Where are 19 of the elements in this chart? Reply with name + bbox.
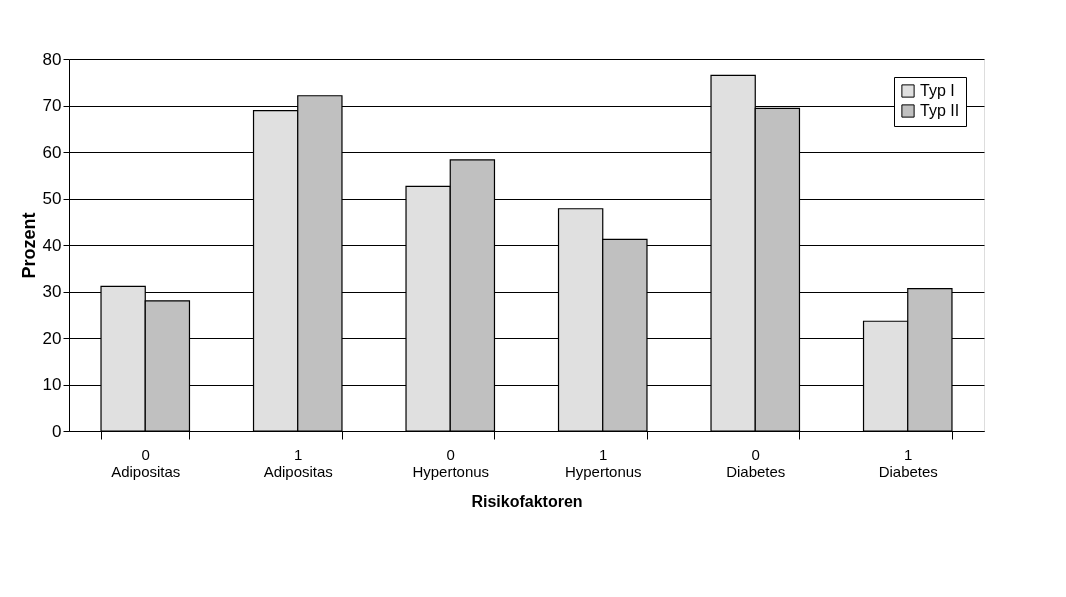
y-tick-label: 60 — [42, 142, 62, 162]
y-tick-label: 40 — [42, 235, 62, 255]
y-tick-label: 80 — [42, 49, 62, 69]
x-tick-label: 1 Diabetes — [878, 445, 938, 480]
legend-label: Typ I — [920, 82, 955, 99]
y-tick-label: 20 — [42, 328, 62, 348]
y-tick-label: 70 — [42, 96, 62, 115]
y-tick-label: 10 — [42, 375, 62, 394]
y-tick-label: 30 — [42, 282, 62, 301]
y-axis-title: Prozent — [18, 212, 39, 279]
x-axis-title: Risikofaktoren — [471, 492, 583, 510]
y-tick-label: 0 — [52, 421, 62, 441]
x-tick-label: 0 Adipositas — [111, 445, 181, 480]
x-tick-label: 0 Diabetes — [726, 445, 786, 480]
x-tick-label: 1 Adipositas — [263, 445, 333, 480]
x-tick-label: 0 Hypertonus — [412, 445, 490, 480]
legend-label: Typ II — [920, 102, 960, 119]
x-tick-label: 1 Hypertonus — [564, 445, 642, 480]
y-tick-label: 50 — [42, 189, 62, 208]
